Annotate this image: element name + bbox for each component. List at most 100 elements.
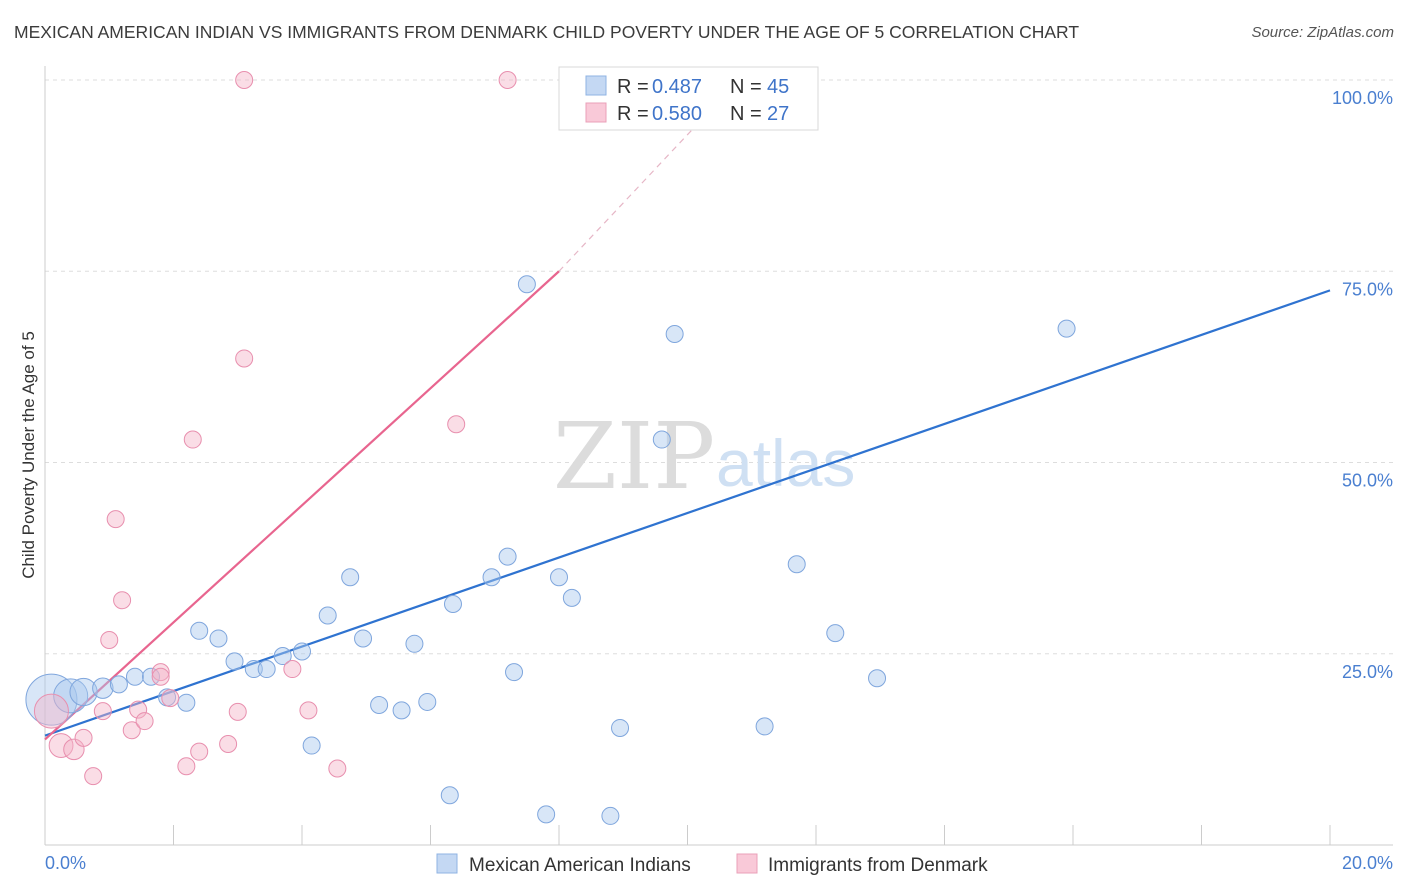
point-immigrants-from-denmark [48, 733, 74, 758]
point-mexican-american-indians [257, 660, 276, 679]
point-mexican-american-indians [244, 660, 263, 679]
point-mexican-american-indians [665, 324, 684, 343]
point-mexican-american-indians [537, 805, 556, 824]
point-mexican-american-indians [302, 736, 321, 755]
legend-swatch-blue [585, 75, 607, 96]
point-mexican-american-indians [209, 629, 228, 648]
trend-line-mexican-american-indians [44, 289, 1331, 737]
series-legend-label-1: Mexican American Indians [469, 855, 691, 876]
y-tick-label-25: 25.0% [1342, 662, 1393, 682]
stats-legend: R = 0.487 N = 45 R = 0.580 N = 27 [558, 66, 819, 131]
series-legend-swatch-pink [736, 853, 758, 874]
point-mexican-american-indians [225, 652, 244, 671]
point-mexican-american-indians [482, 568, 501, 587]
point-immigrants-from-denmark [63, 738, 85, 761]
y-tick-label-75: 75.0% [1342, 279, 1393, 299]
point-immigrants-from-denmark [498, 71, 517, 89]
point-mexican-american-indians [125, 667, 144, 686]
y-axis-label: Child Poverty Under the Age of 5 [19, 331, 38, 579]
legend-n-value-2: 27 [767, 103, 789, 125]
point-mexican-american-indians [69, 677, 98, 707]
axes [44, 66, 1393, 846]
point-immigrants-from-denmark [113, 591, 132, 610]
point-immigrants-from-denmark [283, 660, 302, 679]
point-mexican-american-indians [25, 673, 78, 726]
point-mexican-american-indians [190, 621, 209, 640]
point-immigrants-from-denmark [151, 663, 170, 682]
point-immigrants-from-denmark [228, 702, 247, 721]
tick-labels: 25.0% 50.0% 75.0% 100.0% 0.0% 20.0% [45, 88, 1393, 873]
legend-r-value-1: 0.487 [652, 76, 702, 98]
point-mexican-american-indians [652, 430, 671, 449]
point-mexican-american-indians [440, 786, 459, 805]
point-immigrants-from-denmark [129, 700, 148, 719]
point-immigrants-from-denmark [74, 728, 93, 747]
watermark-zip: ZIP [553, 403, 715, 510]
point-mexican-american-indians [562, 588, 581, 607]
point-mexican-american-indians [354, 629, 373, 648]
point-mexican-american-indians [611, 718, 630, 737]
legend-r-label-1: R = [617, 76, 649, 98]
point-immigrants-from-denmark [235, 349, 254, 368]
point-immigrants-from-denmark [177, 757, 196, 776]
point-immigrants-from-denmark [122, 721, 141, 740]
legend-n-value-1: 45 [767, 76, 789, 98]
point-immigrants-from-denmark [190, 742, 209, 761]
y-tick-label-50: 50.0% [1342, 471, 1393, 491]
point-mexican-american-indians [498, 547, 517, 566]
point-immigrants-from-denmark [299, 701, 318, 720]
point-mexican-american-indians [392, 701, 411, 720]
point-mexican-american-indians [142, 667, 161, 686]
point-mexican-american-indians [868, 669, 887, 688]
point-immigrants-from-denmark [161, 689, 180, 708]
point-mexican-american-indians [405, 634, 424, 653]
point-immigrants-from-denmark [235, 71, 254, 89]
series-legend-swatch-blue [436, 853, 458, 874]
point-immigrants-from-denmark [84, 767, 103, 786]
point-mexican-american-indians [1057, 319, 1076, 338]
point-mexican-american-indians [341, 568, 360, 587]
series-legend-label-2: Immigrants from Denmark [768, 855, 988, 876]
point-mexican-american-indians [755, 717, 774, 736]
data-points [25, 71, 1076, 825]
point-mexican-american-indians [505, 663, 524, 682]
chart-title: MEXICAN AMERICAN INDIAN VS IMMIGRANTS FR… [14, 22, 1080, 42]
point-mexican-american-indians [273, 647, 292, 666]
legend-n-label-2: N = [730, 103, 762, 125]
source-label: Source: ZipAtlas.com [1251, 24, 1394, 41]
point-mexican-american-indians [443, 595, 462, 614]
point-immigrants-from-denmark [183, 430, 202, 449]
x-tick-label-max: 20.0% [1342, 853, 1393, 873]
trend-lines [44, 79, 1331, 741]
point-mexican-american-indians [293, 642, 311, 661]
point-mexican-american-indians [787, 555, 806, 574]
point-mexican-american-indians [550, 568, 568, 587]
legend-r-value-2: 0.580 [652, 103, 702, 125]
point-mexican-american-indians [318, 606, 337, 625]
y-tick-label-100: 100.0% [1332, 88, 1393, 108]
legend-swatch-pink [585, 102, 607, 123]
watermark: ZIP atlas [553, 403, 855, 510]
point-mexican-american-indians [177, 693, 196, 712]
point-immigrants-from-denmark [328, 759, 347, 778]
point-mexican-american-indians [109, 675, 128, 694]
point-immigrants-from-denmark [135, 712, 154, 731]
point-immigrants-from-denmark [151, 667, 170, 686]
x-tick-label-min: 0.0% [45, 853, 86, 873]
trend-line-immigrants-from-denmark [44, 270, 560, 741]
point-immigrants-from-denmark [106, 510, 125, 529]
legend-n-label-1: N = [730, 76, 762, 98]
point-immigrants-from-denmark [100, 630, 119, 649]
point-immigrants-from-denmark [33, 693, 69, 729]
point-mexican-american-indians [601, 806, 620, 825]
point-mexican-american-indians [370, 696, 389, 715]
point-immigrants-from-denmark [219, 735, 238, 754]
point-mexican-american-indians [517, 275, 536, 294]
series-legend: Mexican American Indians Immigrants from… [436, 853, 988, 876]
point-mexican-american-indians [826, 624, 845, 643]
point-mexican-american-indians [418, 692, 437, 711]
legend-r-label-2: R = [617, 103, 649, 125]
point-immigrants-from-denmark [93, 702, 112, 721]
point-immigrants-from-denmark [447, 415, 466, 434]
